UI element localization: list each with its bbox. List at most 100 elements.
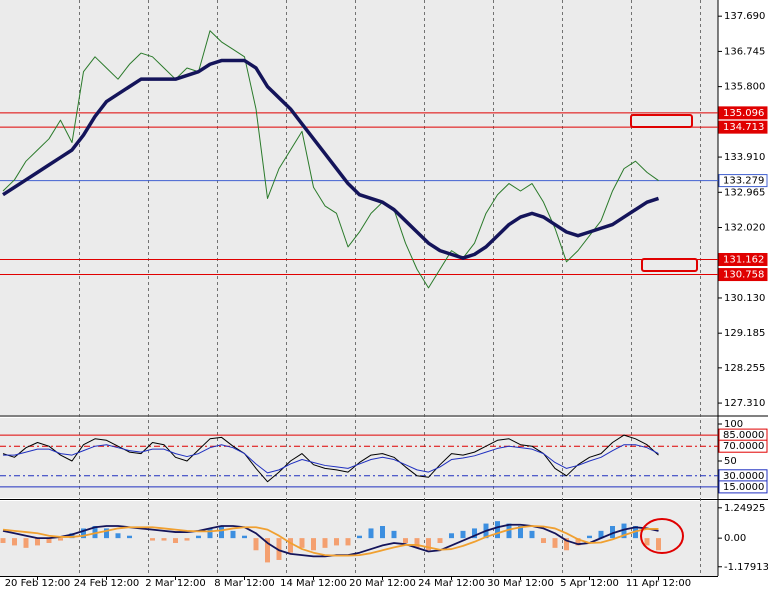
histogram-bar <box>345 538 351 546</box>
y-tick-label: -1.17913 <box>724 562 768 573</box>
histogram-bar <box>265 538 270 563</box>
histogram-bar <box>81 528 86 539</box>
x-tick-label: 5 Apr 12:00 <box>560 578 619 589</box>
series-line <box>2 58 660 260</box>
y-tick-label: 0.00 <box>724 533 746 544</box>
histogram-bar <box>437 538 443 543</box>
histogram-bar <box>219 526 224 539</box>
histogram-bar <box>426 538 431 551</box>
annotation-circle <box>640 518 684 554</box>
histogram-bar <box>12 538 17 546</box>
histogram-bar <box>69 533 75 539</box>
level-label-box <box>718 480 768 494</box>
series-line <box>2 434 659 483</box>
y-tick-label: 127.310 <box>724 398 765 409</box>
histogram-bar <box>173 538 178 543</box>
level-label: 15.0000 <box>723 482 764 493</box>
histogram-bar <box>391 530 397 539</box>
x-tick-label: 20 Feb 12:00 <box>5 578 71 589</box>
y-tick-label: 132.965 <box>724 187 765 198</box>
x-tick-label: 2 Mar 12:00 <box>145 578 205 589</box>
histogram-bar <box>161 538 167 541</box>
y-tick-label: 132.020 <box>724 223 765 234</box>
histogram-bar <box>184 538 190 541</box>
histogram-bar <box>299 538 305 548</box>
histogram-bar <box>541 538 546 543</box>
histogram-bar <box>115 533 121 539</box>
y-tick-label: 136.745 <box>724 46 765 57</box>
histogram-bar <box>311 538 316 551</box>
histogram-bar <box>610 526 615 539</box>
level-label-box <box>718 106 768 120</box>
histogram-bar <box>472 528 477 539</box>
oscillator-pane <box>0 418 718 498</box>
annotation-box <box>630 114 693 128</box>
histogram-bar <box>564 538 569 551</box>
level-label: 70.0000 <box>723 441 764 452</box>
histogram-bar <box>276 538 282 560</box>
histogram-bar <box>46 538 52 543</box>
level-label: 131.162 <box>723 254 764 265</box>
histogram-bar <box>334 538 339 546</box>
y-tick-label: 129.185 <box>724 328 765 339</box>
histogram-bar <box>449 533 454 539</box>
level-label: 130.758 <box>723 270 764 281</box>
level-label: 135.096 <box>723 108 764 119</box>
macd-pane <box>0 501 718 576</box>
histogram-bar <box>518 526 523 539</box>
histogram-bar <box>414 538 420 548</box>
histogram-bar <box>253 538 259 551</box>
x-tick-label: 8 Mar 12:00 <box>214 578 274 589</box>
level-label-box <box>718 174 768 188</box>
histogram-bar <box>552 538 558 548</box>
histogram-bar <box>242 535 247 539</box>
series-line <box>2 30 659 289</box>
histogram-bar <box>587 535 592 539</box>
level-label-box <box>718 120 768 134</box>
x-tick-label: 11 Apr 12:00 <box>626 578 691 589</box>
histogram-bar <box>575 538 581 546</box>
histogram-bar <box>196 535 201 539</box>
histogram-bar <box>35 538 40 546</box>
histogram-bar <box>58 538 63 541</box>
level-label-box <box>718 439 768 453</box>
level-label: 134.713 <box>723 122 764 133</box>
level-label-box <box>718 252 768 266</box>
histogram-bar <box>104 528 109 539</box>
main-pane <box>0 0 718 415</box>
y-tick-label: 137.690 <box>724 11 765 22</box>
histogram-bar <box>656 538 661 551</box>
x-tick-label: 14 Mar 12:00 <box>280 578 347 589</box>
histogram-bar <box>621 523 627 539</box>
histogram-bar <box>127 535 132 539</box>
x-tick-label: 30 Mar 12:00 <box>487 578 554 589</box>
y-tick-label: 130.130 <box>724 293 765 304</box>
histogram-bar <box>92 526 98 539</box>
histogram-bar <box>207 528 213 539</box>
histogram-bar <box>598 530 604 539</box>
level-label-box <box>718 268 768 282</box>
x-tick-label: 24 Feb 12:00 <box>74 578 140 589</box>
histogram-bar <box>357 535 362 539</box>
level-label: 133.279 <box>723 176 764 187</box>
histogram-bar <box>380 526 385 539</box>
series-line <box>3 444 659 474</box>
level-label: 85.0000 <box>723 430 764 441</box>
histogram-bar <box>0 538 6 543</box>
histogram-bar <box>288 538 293 553</box>
histogram-bar <box>150 538 155 541</box>
y-tick-label: 128.255 <box>724 363 765 374</box>
histogram-bar <box>322 538 328 548</box>
level-label: 30.0000 <box>723 471 764 482</box>
x-tick-label: 20 Mar 12:00 <box>349 578 416 589</box>
histogram-bar <box>506 523 512 539</box>
annotation-box <box>641 258 698 272</box>
histogram-bar <box>529 530 535 539</box>
histogram-bar <box>230 530 236 539</box>
histogram-bar <box>460 530 466 539</box>
histogram-bar <box>495 521 500 539</box>
y-tick-label: 135.800 <box>724 82 765 93</box>
y-tick-label: 133.910 <box>724 152 765 163</box>
